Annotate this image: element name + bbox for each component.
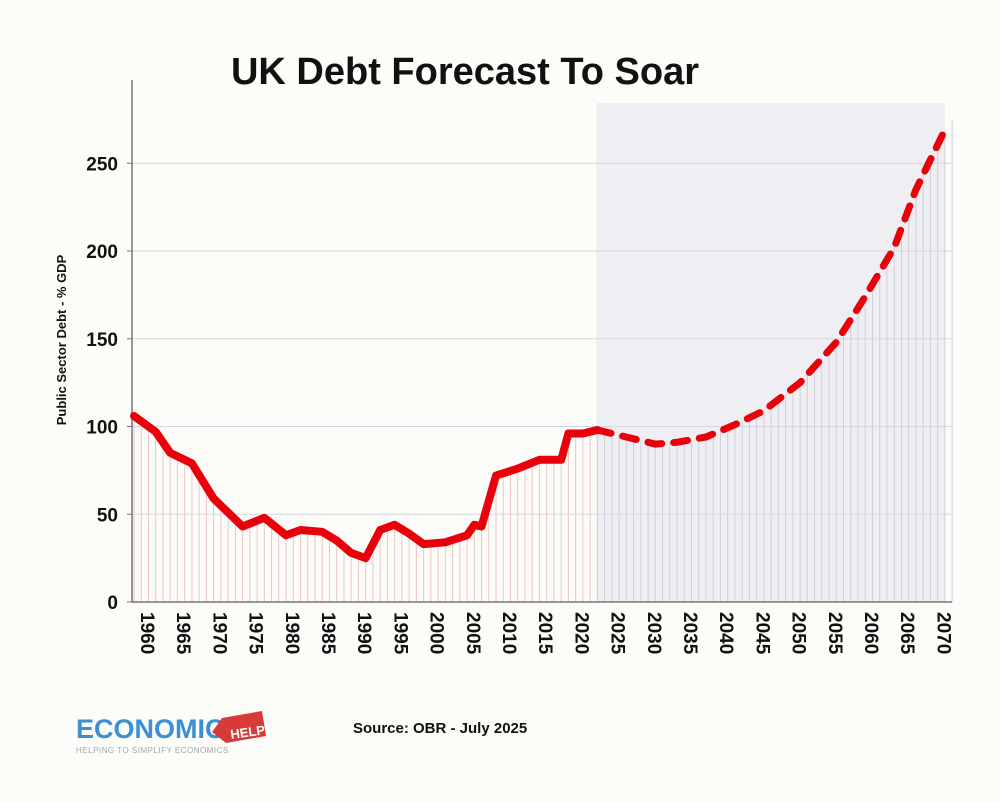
x-tick-label: 2050 [788,612,809,654]
x-tick-label: 2065 [896,612,917,655]
historical-line [130,412,602,563]
x-tick-label: 2060 [860,612,881,654]
x-tick-label: 1975 [245,612,266,655]
economics-help-logo: ECONOMICS HELP HELPING TO SIMPLIFY ECONO… [76,711,266,755]
x-tick-label: 1970 [208,612,229,654]
chart-title: UK Debt Forecast To Soar [231,51,699,93]
x-tick-label: 2030 [643,612,664,654]
x-tick-label: 2040 [715,612,736,654]
x-tick-label: 2005 [462,612,483,655]
x-tick-label: 2010 [498,612,519,654]
x-tick-label: 1980 [281,612,302,654]
x-tick-label: 2035 [679,612,700,655]
source-note: Source: OBR - July 2025 [353,720,527,737]
x-tick-label: 2025 [607,612,628,655]
x-tick-label: 2070 [932,612,953,654]
y-tick-label: 250 [86,154,118,175]
y-tick-label: 0 [107,593,118,614]
x-tick-label: 2055 [824,612,845,655]
y-tick-label: 100 [86,418,118,439]
forecast-line [593,126,949,448]
logo-tag-shape [212,711,266,743]
y-tick-label: 150 [86,330,118,351]
x-tick-label: 2015 [534,612,555,655]
y-tick-label: 200 [86,242,118,263]
x-tick-label: 1990 [353,612,374,654]
x-tick-label: 1960 [136,612,157,654]
y-axis-label: Public Sector Debt - % GDP [54,254,69,425]
x-tick-label: 2000 [426,612,447,654]
y-tick-label: 50 [97,505,118,526]
x-tick-label: 1965 [172,612,193,655]
x-tick-label: 1995 [389,612,410,655]
x-tick-label: 2020 [570,612,591,654]
x-tick-label: 1985 [317,612,338,655]
logo-tagline: HELPING TO SIMPLIFY ECONOMICS [76,746,229,755]
x-tick-label: 2045 [751,612,772,655]
logo-tag-text: HELP [229,722,266,742]
